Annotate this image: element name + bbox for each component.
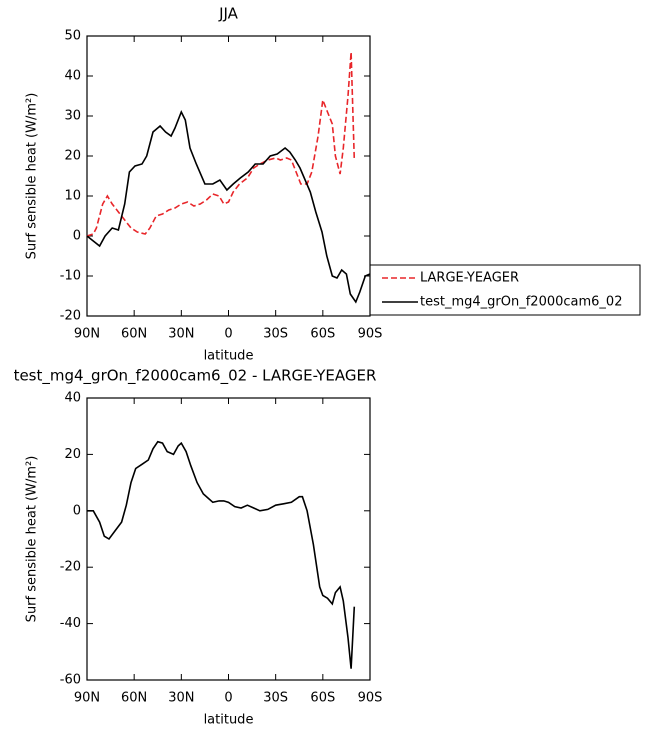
x-tick-label: 0 <box>224 327 232 342</box>
x-tick-label: 30N <box>168 691 194 706</box>
chart-title: test_mg4_grOn_f2000cam6_02 - LARGE-YEAGE… <box>14 367 377 386</box>
x-tick-label: 0 <box>224 691 232 706</box>
y-tick-label: 10 <box>64 189 81 204</box>
y-tick-label: -20 <box>60 560 81 575</box>
plot-frame <box>86 397 371 681</box>
y-tick-label: 20 <box>64 149 81 164</box>
x-tick-label: 30N <box>168 327 194 342</box>
y-tick-label: -20 <box>60 309 81 324</box>
chart-title: JJA <box>218 5 239 23</box>
data-line <box>86 51 356 237</box>
x-axis-label: latitude <box>204 349 254 364</box>
x-tick-label: 60S <box>310 327 335 342</box>
y-tick-label: 0 <box>73 229 81 244</box>
x-tick-label: 60N <box>121 327 147 342</box>
y-tick-label: 0 <box>73 503 81 518</box>
legend-box <box>369 264 641 316</box>
x-tick-label: 90S <box>358 691 383 706</box>
x-tick-label: 30S <box>263 327 288 342</box>
data-line <box>86 110 371 304</box>
y-tick-label: 40 <box>64 391 81 406</box>
y-tick-label: -40 <box>60 616 81 631</box>
x-tick-label: 90N <box>74 691 100 706</box>
y-tick-label: 50 <box>64 29 81 44</box>
x-axis-label: latitude <box>204 713 254 728</box>
x-tick-label: 90S <box>358 327 383 342</box>
y-axis-label: Surf sensible heat (W/m²) <box>25 456 40 623</box>
y-tick-label: -60 <box>60 673 81 688</box>
x-tick-label: 60S <box>310 691 335 706</box>
y-tick-label: 20 <box>64 447 81 462</box>
x-tick-label: 30S <box>263 691 288 706</box>
y-tick-label: 30 <box>64 109 81 124</box>
plot-frame <box>86 35 371 317</box>
legend-label: LARGE-YEAGER <box>420 271 519 286</box>
y-axis-label: Surf sensible heat (W/m²) <box>25 93 40 260</box>
x-tick-label: 60N <box>121 691 147 706</box>
x-tick-label: 90N <box>74 327 100 342</box>
y-tick-label: 40 <box>64 69 81 84</box>
y-tick-label: -10 <box>60 269 81 284</box>
legend-label: test_mg4_grOn_f2000cam6_02 <box>420 295 622 310</box>
data-line <box>87 440 356 669</box>
